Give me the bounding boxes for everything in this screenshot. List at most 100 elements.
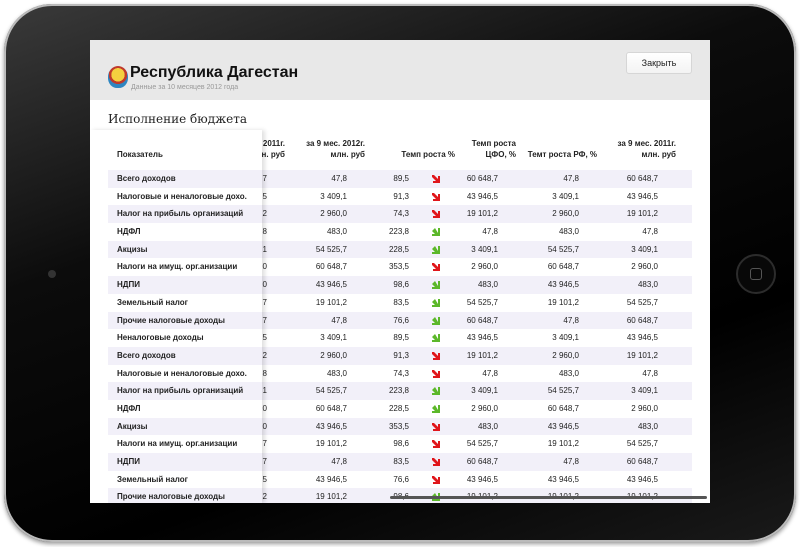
- table-row[interactable]: 47,8 483,0 223,8 47,8 483,0 47,8: [262, 223, 692, 241]
- cell-col-3: 353,5: [388, 262, 409, 272]
- table-scroll-area[interactable]: за 9 мес. 2011г.млн. руб за 9 мес. 2012г.…: [262, 130, 710, 503]
- cell-col-6: 43 946,5: [626, 474, 658, 484]
- header-col-1[interactable]: за 9 мес. 2011г.млн. руб: [262, 139, 285, 159]
- table-row[interactable]: 409,1 54 525,7 223,8 3 409,1 54 525,7 3 409,1: [262, 382, 692, 400]
- arrow-down-icon: [431, 369, 441, 379]
- cell-col-1: 409,1: [262, 386, 267, 396]
- row-label: Прочие налоговые доходы: [117, 315, 225, 325]
- cell-col-3: 89,5: [393, 174, 409, 183]
- cell-col-3: 74,3: [393, 209, 409, 219]
- table-row[interactable]: Налог на прибыль организаций: [108, 205, 262, 224]
- header-col-5[interactable]: Темт роста РФ, %: [527, 150, 597, 159]
- table-row[interactable]: Налоги на имущ. орг.анизации: [108, 258, 262, 276]
- cell-col-3: 98,6: [393, 280, 409, 290]
- row-label: Неналоговые доходы: [117, 333, 204, 343]
- header-col-6[interactable]: за 9 мес. 2011г. млн. руб: [617, 139, 676, 159]
- row-label: Налоги на имущ. орг.анизации: [117, 262, 238, 272]
- table-row[interactable]: 483,0 43 946,5 353,5 483,0 43 946,5 483,0: [262, 417, 692, 436]
- home-button[interactable]: [736, 254, 776, 294]
- cell-col-1: 483,0: [262, 280, 267, 290]
- cell-col-1: 946,5: [262, 191, 267, 201]
- camera: [48, 270, 56, 278]
- table-row[interactable]: 47,8 483,0 74,3 47,8 483,0 47,8: [262, 365, 692, 383]
- cell-col-1: 960,0: [262, 403, 267, 413]
- cell-col-6: 19 101,2: [626, 209, 658, 219]
- arrow-up-icon: [431, 404, 441, 414]
- table-row[interactable]: НДПИ: [108, 453, 262, 471]
- cell-col-5: 3 409,1: [552, 333, 579, 343]
- table-row[interactable]: 960,0 60 648,7 353,5 2 960,0 60 648,7 2 960,0: [262, 258, 692, 276]
- cell-col-2: 3 409,1: [320, 333, 347, 343]
- cell-col-3: 223,8: [388, 227, 409, 237]
- table-row[interactable]: Прочие налоговые доходы: [108, 311, 262, 330]
- cell-col-2: 47,8: [331, 174, 347, 183]
- table-row[interactable]: 648,7 47,8 76,6 60 648,7 47,8 60 648,7: [262, 311, 692, 330]
- table-row[interactable]: Всего доходов: [108, 346, 262, 365]
- cell-col-6: 43 946,5: [626, 333, 658, 343]
- row-label: Земельный налог: [117, 297, 189, 307]
- table-row[interactable]: Земельный налог: [108, 294, 262, 312]
- table-row[interactable]: 946,5 3 409,1 89,5 43 946,5 3 409,1 43 946,5: [262, 329, 692, 347]
- cell-col-5: 47,8: [563, 174, 579, 183]
- table-row[interactable]: 960,0 60 648,7 228,5 2 960,0 60 648,7 2 960,0: [262, 400, 692, 418]
- table-row[interactable]: Налог на прибыль организаций: [108, 382, 262, 400]
- row-label: Налог на прибыль организаций: [117, 209, 244, 219]
- horizontal-scrollbar[interactable]: [390, 496, 707, 499]
- table-row[interactable]: Всего доходов: [108, 170, 262, 188]
- table-row[interactable]: 946,5 3 409,1 91,3 43 946,5 3 409,1 43 946,5: [262, 188, 692, 206]
- table-row[interactable]: Налоговые и неналоговые дохо.: [108, 365, 262, 383]
- cell-col-2: 60 648,7: [315, 403, 347, 413]
- header-col-3[interactable]: Темп роста %: [401, 150, 455, 159]
- table-row[interactable]: Налоговые и неналоговые дохо.: [108, 188, 262, 206]
- cell-col-2: 54 525,7: [315, 386, 347, 396]
- header-col-4[interactable]: Темп роста ЦФО, %: [471, 139, 516, 159]
- cell-col-2: 47,8: [331, 315, 347, 325]
- table-row[interactable]: НДПИ: [108, 276, 262, 294]
- table-row[interactable]: 525,7 19 101,2 98,6 54 525,7 19 101,2 54 525,…: [262, 435, 692, 453]
- table-row[interactable]: Неналоговые доходы: [108, 329, 262, 347]
- cell-col-1: 960,0: [262, 262, 267, 272]
- arrow-up-icon: [431, 227, 441, 237]
- cell-col-2: 60 648,7: [315, 262, 347, 272]
- table-row[interactable]: 101,2 2 960,0 74,3 19 101,2 2 960,0 19 101,2: [262, 205, 692, 224]
- cell-col-6: 2 960,0: [631, 262, 658, 272]
- arrow-down-icon: [431, 174, 441, 184]
- arrow-down-icon: [431, 439, 441, 449]
- arrow-down-icon: [431, 262, 441, 272]
- cell-col-3: 91,3: [393, 191, 409, 201]
- row-label: Всего доходов: [117, 350, 176, 360]
- arrow-up-icon: [431, 386, 441, 396]
- table-row[interactable]: 525,7 19 101,2 83,5 54 525,7 19 101,2 54 525,…: [262, 294, 692, 312]
- header-col-2[interactable]: за 9 мес. 2012г. млн. руб: [306, 139, 365, 159]
- cell-col-5: 60 648,7: [547, 403, 579, 413]
- cell-col-5: 47,8: [563, 457, 579, 466]
- table-row[interactable]: 483,0 43 946,5 98,6 483,0 43 946,5 483,0: [262, 276, 692, 294]
- cell-col-5: 54 525,7: [547, 386, 579, 396]
- table-header: за 9 мес. 2011г.млн. руб за 9 мес. 2012г.…: [262, 130, 710, 170]
- table-row[interactable]: 409,1 54 525,7 228,5 3 409,1 54 525,7 3 409,1: [262, 240, 692, 259]
- table-row[interactable]: Прочие налоговые доходы: [108, 488, 262, 503]
- table-row[interactable]: 946,5 43 946,5 76,6 43 946,5 43 946,5 43 946,…: [262, 471, 692, 489]
- cell-col-6: 60 648,7: [626, 457, 658, 466]
- table-row[interactable]: Акцизы: [108, 240, 262, 259]
- row-label: Налоговые и неналоговые дохо.: [117, 368, 247, 378]
- cell-col-2: 2 960,0: [320, 209, 347, 219]
- cell-col-5: 483,0: [558, 227, 579, 237]
- table-row[interactable]: Земельный налог: [108, 471, 262, 489]
- cell-col-3: 98,6: [393, 439, 409, 449]
- cell-col-4: 2 960,0: [471, 403, 498, 413]
- close-button[interactable]: Закрыть: [626, 52, 692, 74]
- table-row[interactable]: НДФЛ: [108, 223, 262, 241]
- table-row[interactable]: НДФЛ: [108, 400, 262, 418]
- table-row[interactable]: Акцизы: [108, 417, 262, 436]
- table-row[interactable]: 101,2 2 960,0 91,3 19 101,2 2 960,0 19 101,2: [262, 346, 692, 365]
- cell-col-4: 3 409,1: [471, 244, 498, 254]
- cell-col-3: 74,3: [393, 368, 409, 378]
- table-row[interactable]: Налоги на имущ. орг.анизации: [108, 435, 262, 453]
- table-row[interactable]: 648,7 47,8 83,5 60 648,7 47,8 60 648,7: [262, 453, 692, 471]
- app-screen: Республика Дагестан Данные за 10 месяцев…: [90, 40, 710, 503]
- table-row[interactable]: 648,7 47,8 89,5 60 648,7 47,8 60 648,7: [262, 170, 692, 188]
- cell-col-6: 3 409,1: [631, 244, 658, 254]
- cell-col-2: 19 101,2: [315, 492, 347, 502]
- cell-col-4: 60 648,7: [466, 315, 498, 325]
